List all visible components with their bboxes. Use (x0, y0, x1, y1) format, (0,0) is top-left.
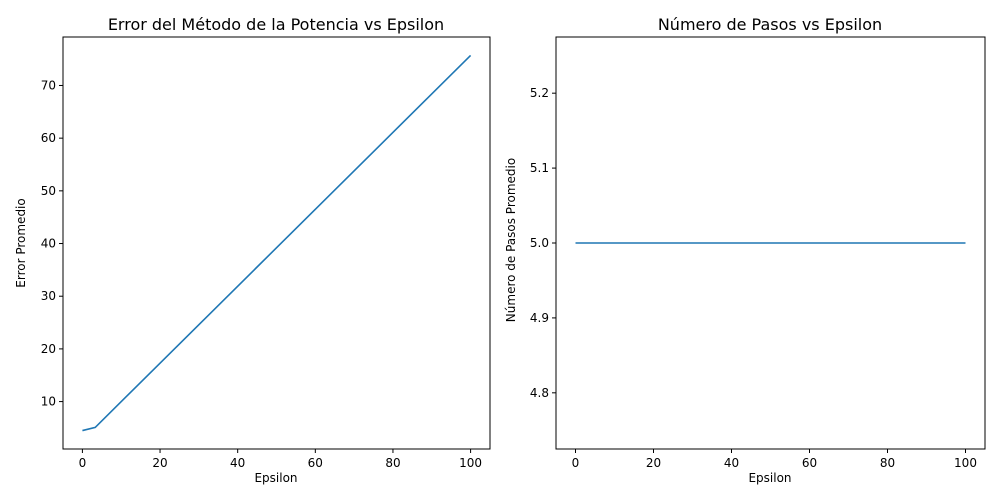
right-x-tick-label: 60 (802, 456, 817, 470)
left-series-line (82, 54, 472, 432)
right-y-tick-label: 4.8 (530, 386, 549, 400)
right-chart: Número de Pasos vs Epsilon 0 20 40 60 80 100 4… (504, 15, 986, 485)
right-ticks: 0 20 40 60 80 100 4.8 4.9 5.0 5.1 5.2 (530, 86, 977, 470)
right-y-tick-label: 5.1 (530, 161, 549, 175)
right-y-tick-label: 5.0 (530, 236, 549, 250)
left-x-tick-label: 80 (385, 456, 400, 470)
right-x-tick-label: 80 (880, 456, 895, 470)
right-y-tick-label: 5.2 (530, 86, 549, 100)
left-x-tick-label: 60 (308, 456, 323, 470)
left-y-tick-label: 10 (41, 395, 56, 409)
left-x-tick-label: 100 (459, 456, 482, 470)
left-y-tick-label: 30 (41, 289, 56, 303)
left-y-axis-label: Error Promedio (14, 198, 28, 287)
right-x-tick-label: 0 (572, 456, 580, 470)
right-x-axis-label: Epsilon (748, 471, 791, 485)
right-chart-title: Número de Pasos vs Epsilon (658, 15, 882, 34)
right-y-tick-label: 4.9 (530, 311, 549, 325)
left-ticks: 0 20 40 60 80 100 10 20 30 40 50 60 70 (41, 78, 482, 470)
left-x-tick-label: 20 (152, 456, 167, 470)
left-y-tick-label: 60 (41, 131, 56, 145)
left-y-tick-label: 70 (41, 78, 56, 92)
left-y-tick-label: 20 (41, 342, 56, 356)
right-x-tick-label: 20 (646, 456, 661, 470)
left-chart: Error del Método de la Potencia vs Epsil… (14, 15, 491, 485)
right-x-tick-label: 100 (954, 456, 977, 470)
left-x-tick-label: 0 (79, 456, 87, 470)
left-x-axis-label: Epsilon (254, 471, 297, 485)
left-y-tick-label: 50 (41, 184, 56, 198)
left-plot-area (62, 36, 491, 450)
right-y-axis-label: Número de Pasos Promedio (504, 158, 518, 322)
right-x-tick-label: 40 (724, 456, 739, 470)
left-chart-title: Error del Método de la Potencia vs Epsil… (108, 15, 444, 34)
left-y-tick-label: 40 (41, 237, 56, 251)
left-x-tick-label: 40 (230, 456, 245, 470)
